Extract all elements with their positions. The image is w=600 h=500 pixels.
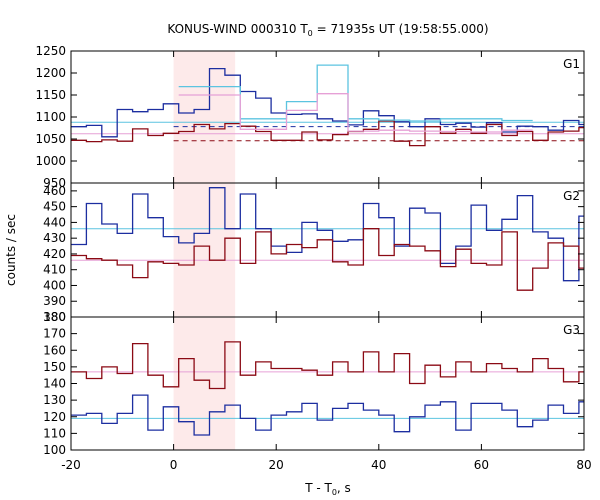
x-tick-label: 40 <box>371 458 386 472</box>
panel-g3: 100 110 120 130 140 150 160 170 180 G3 <box>43 310 585 457</box>
y-tick-label: 180 <box>43 310 66 324</box>
y-tick-label: 380 <box>43 310 66 324</box>
y-tick-label: 460 <box>43 184 66 198</box>
y-tick-label: 110 <box>43 426 66 440</box>
x-axis-label-sub: 0 <box>332 488 337 497</box>
series-step-cyan <box>178 64 533 122</box>
y-tick-label: 100 <box>43 443 66 457</box>
x-axis-label-rest: , s <box>337 481 351 495</box>
y-tick-label: 150 <box>43 360 66 374</box>
y-tick-label: 400 <box>43 278 66 292</box>
panel-label: G2 <box>563 189 580 203</box>
series-step-pink <box>178 93 533 133</box>
x-axis-label: T - T0, s <box>304 481 351 497</box>
chart-title-main: KONUS-WIND 000310 T <box>167 22 308 36</box>
y-tick-label: 160 <box>43 343 66 357</box>
y-tick-label: 950 <box>43 176 66 190</box>
x-axis-label-main: T - T <box>304 481 332 495</box>
plot-panels: 950100010501100115012001250G138039040041… <box>35 44 591 472</box>
series-step-red <box>71 228 584 291</box>
chart-title-rest: = 71935s UT (19:58:55.000) <box>313 22 489 36</box>
panel-frame <box>70 50 585 184</box>
y-tick-label: 170 <box>43 327 66 341</box>
panel-g1: 950 1000 1050 1100 1150 1200 1250 G1 <box>35 44 585 190</box>
x-tick-label: 20 <box>269 458 284 472</box>
y-tick-label: 450 <box>43 200 66 214</box>
x-tick-label: 60 <box>474 458 489 472</box>
y-tick-label: 1000 <box>35 154 66 168</box>
y-axis-label: counts / sec <box>4 214 18 286</box>
y-tick-label: 410 <box>43 263 66 277</box>
series-step-blue <box>71 187 584 282</box>
chart-title-sub: 0 <box>308 29 313 38</box>
y-tick-label: 390 <box>43 294 66 308</box>
panel-label: G1 <box>563 57 580 71</box>
y-tick-label: 1150 <box>35 88 66 102</box>
series-step-red <box>71 341 584 390</box>
series-step-red <box>71 120 584 147</box>
y-tick-label: 420 <box>43 247 66 261</box>
x-tick-label: 0 <box>170 458 178 472</box>
y-tick-label: 1100 <box>35 110 66 124</box>
series-step-blue <box>71 394 584 436</box>
y-tick-label: 430 <box>43 231 66 245</box>
y-tick-label: 120 <box>43 410 66 424</box>
y-tick-label: 440 <box>43 215 66 229</box>
y-tick-label: 1200 <box>35 66 66 80</box>
x-tick-label: 80 <box>576 458 591 472</box>
y-tick-label: 1250 <box>35 44 66 58</box>
shaded-interval <box>173 51 236 450</box>
chart-title: KONUS-WIND 000310 T0 = 71935s UT (19:58:… <box>167 22 488 38</box>
y-tick-label: 130 <box>43 393 66 407</box>
x-tick-label: -20 <box>61 458 81 472</box>
y-tick-label: 140 <box>43 377 66 391</box>
y-tick-label: 1050 <box>35 132 66 146</box>
panel-label: G3 <box>563 323 580 337</box>
